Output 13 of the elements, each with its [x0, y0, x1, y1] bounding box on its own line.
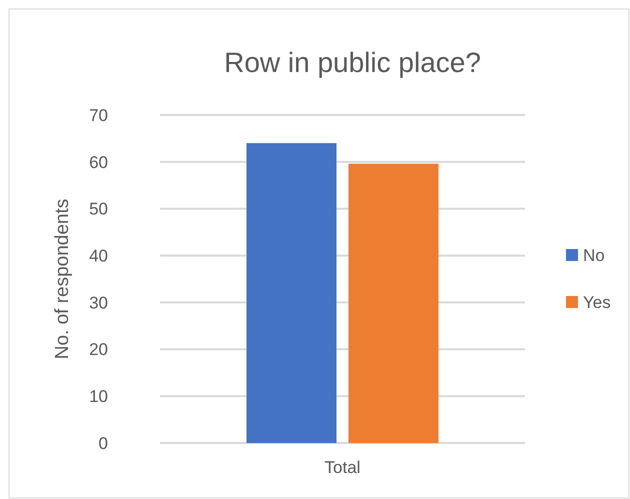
y-tick-label: 40: [89, 246, 108, 266]
legend-label: No: [583, 246, 605, 265]
x-tick-label: Total: [324, 458, 360, 477]
chart-title: Row in public place?: [224, 47, 481, 78]
y-tick-label: 70: [89, 106, 108, 125]
y-tick-label: 10: [89, 387, 108, 406]
legend-label: Yes: [583, 292, 611, 312]
y-tick-label: 30: [89, 293, 108, 312]
y-tick-label: 50: [89, 200, 108, 219]
y-tick-label: 60: [89, 152, 108, 172]
y-tick-label: 0: [98, 434, 108, 453]
y-axis-title: No. of respondents: [52, 198, 73, 360]
y-tick-label: 20: [89, 340, 108, 360]
